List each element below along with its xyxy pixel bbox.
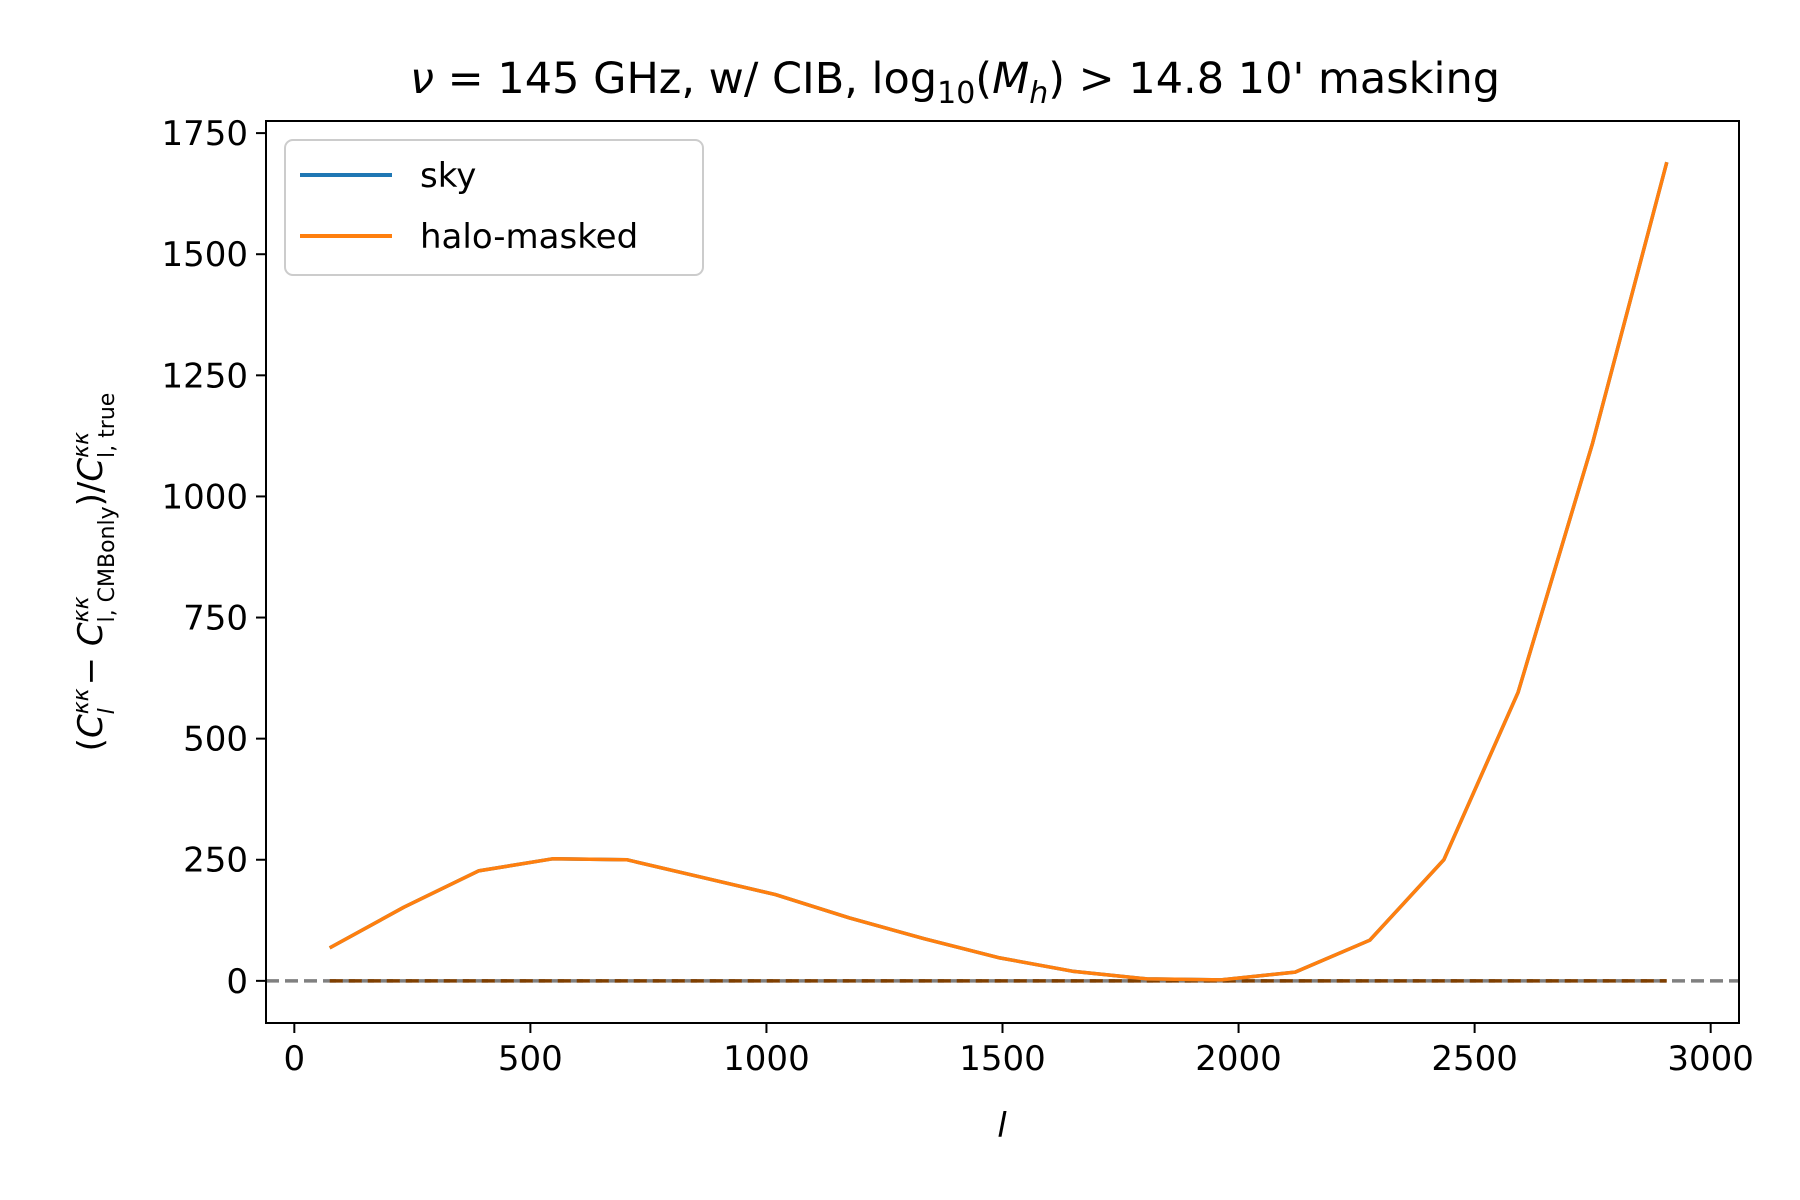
y-tick-label: 500 — [183, 720, 248, 760]
chart-title: ν = 145 GHz, w/ CIB, log10(Mh) > 14.8 10… — [410, 54, 1500, 111]
x-tick-label: 2500 — [1431, 1039, 1518, 1079]
y-tick-label: 750 — [183, 599, 248, 639]
y-tick-label: 1500 — [161, 235, 248, 275]
y-tick-label: 1750 — [161, 114, 248, 154]
series-line-sky — [328, 161, 1669, 982]
y-tick-label: 250 — [183, 841, 248, 881]
y-axis-ticks: 0 250 500 750 1000 1250 1500 1750 — [161, 114, 266, 1002]
x-axis-ticks: 0 500 1000 1500 2000 2500 3000 — [284, 1023, 1754, 1079]
x-tick-label: 3000 — [1667, 1039, 1754, 1079]
x-axis-label: l — [997, 1106, 1007, 1146]
y-axis-label: (Cκκl − Cκκl, CMBonly)/Cκκl, true — [69, 393, 120, 752]
series-lines — [328, 161, 1669, 982]
x-tick-label: 0 — [284, 1039, 306, 1079]
svg-text:(Cκκl − Cκκl, CMBonly)/Cκκl, t: (Cκκl − Cκκl, CMBonly)/Cκκl, true — [69, 393, 120, 752]
x-tick-label: 1000 — [723, 1039, 810, 1079]
legend-label-halo-masked: halo-masked — [420, 217, 638, 257]
legend: sky halo-masked — [284, 139, 704, 276]
x-tick-label: 500 — [498, 1039, 563, 1079]
y-tick-label: 1000 — [161, 477, 248, 517]
legend-label-sky: sky — [420, 156, 476, 196]
series-line-halo-masked — [328, 161, 1669, 982]
x-tick-label: 1500 — [959, 1039, 1046, 1079]
y-tick-label: 1250 — [161, 356, 248, 396]
y-tick-label: 0 — [226, 962, 248, 1002]
x-tick-label: 2000 — [1195, 1039, 1282, 1079]
